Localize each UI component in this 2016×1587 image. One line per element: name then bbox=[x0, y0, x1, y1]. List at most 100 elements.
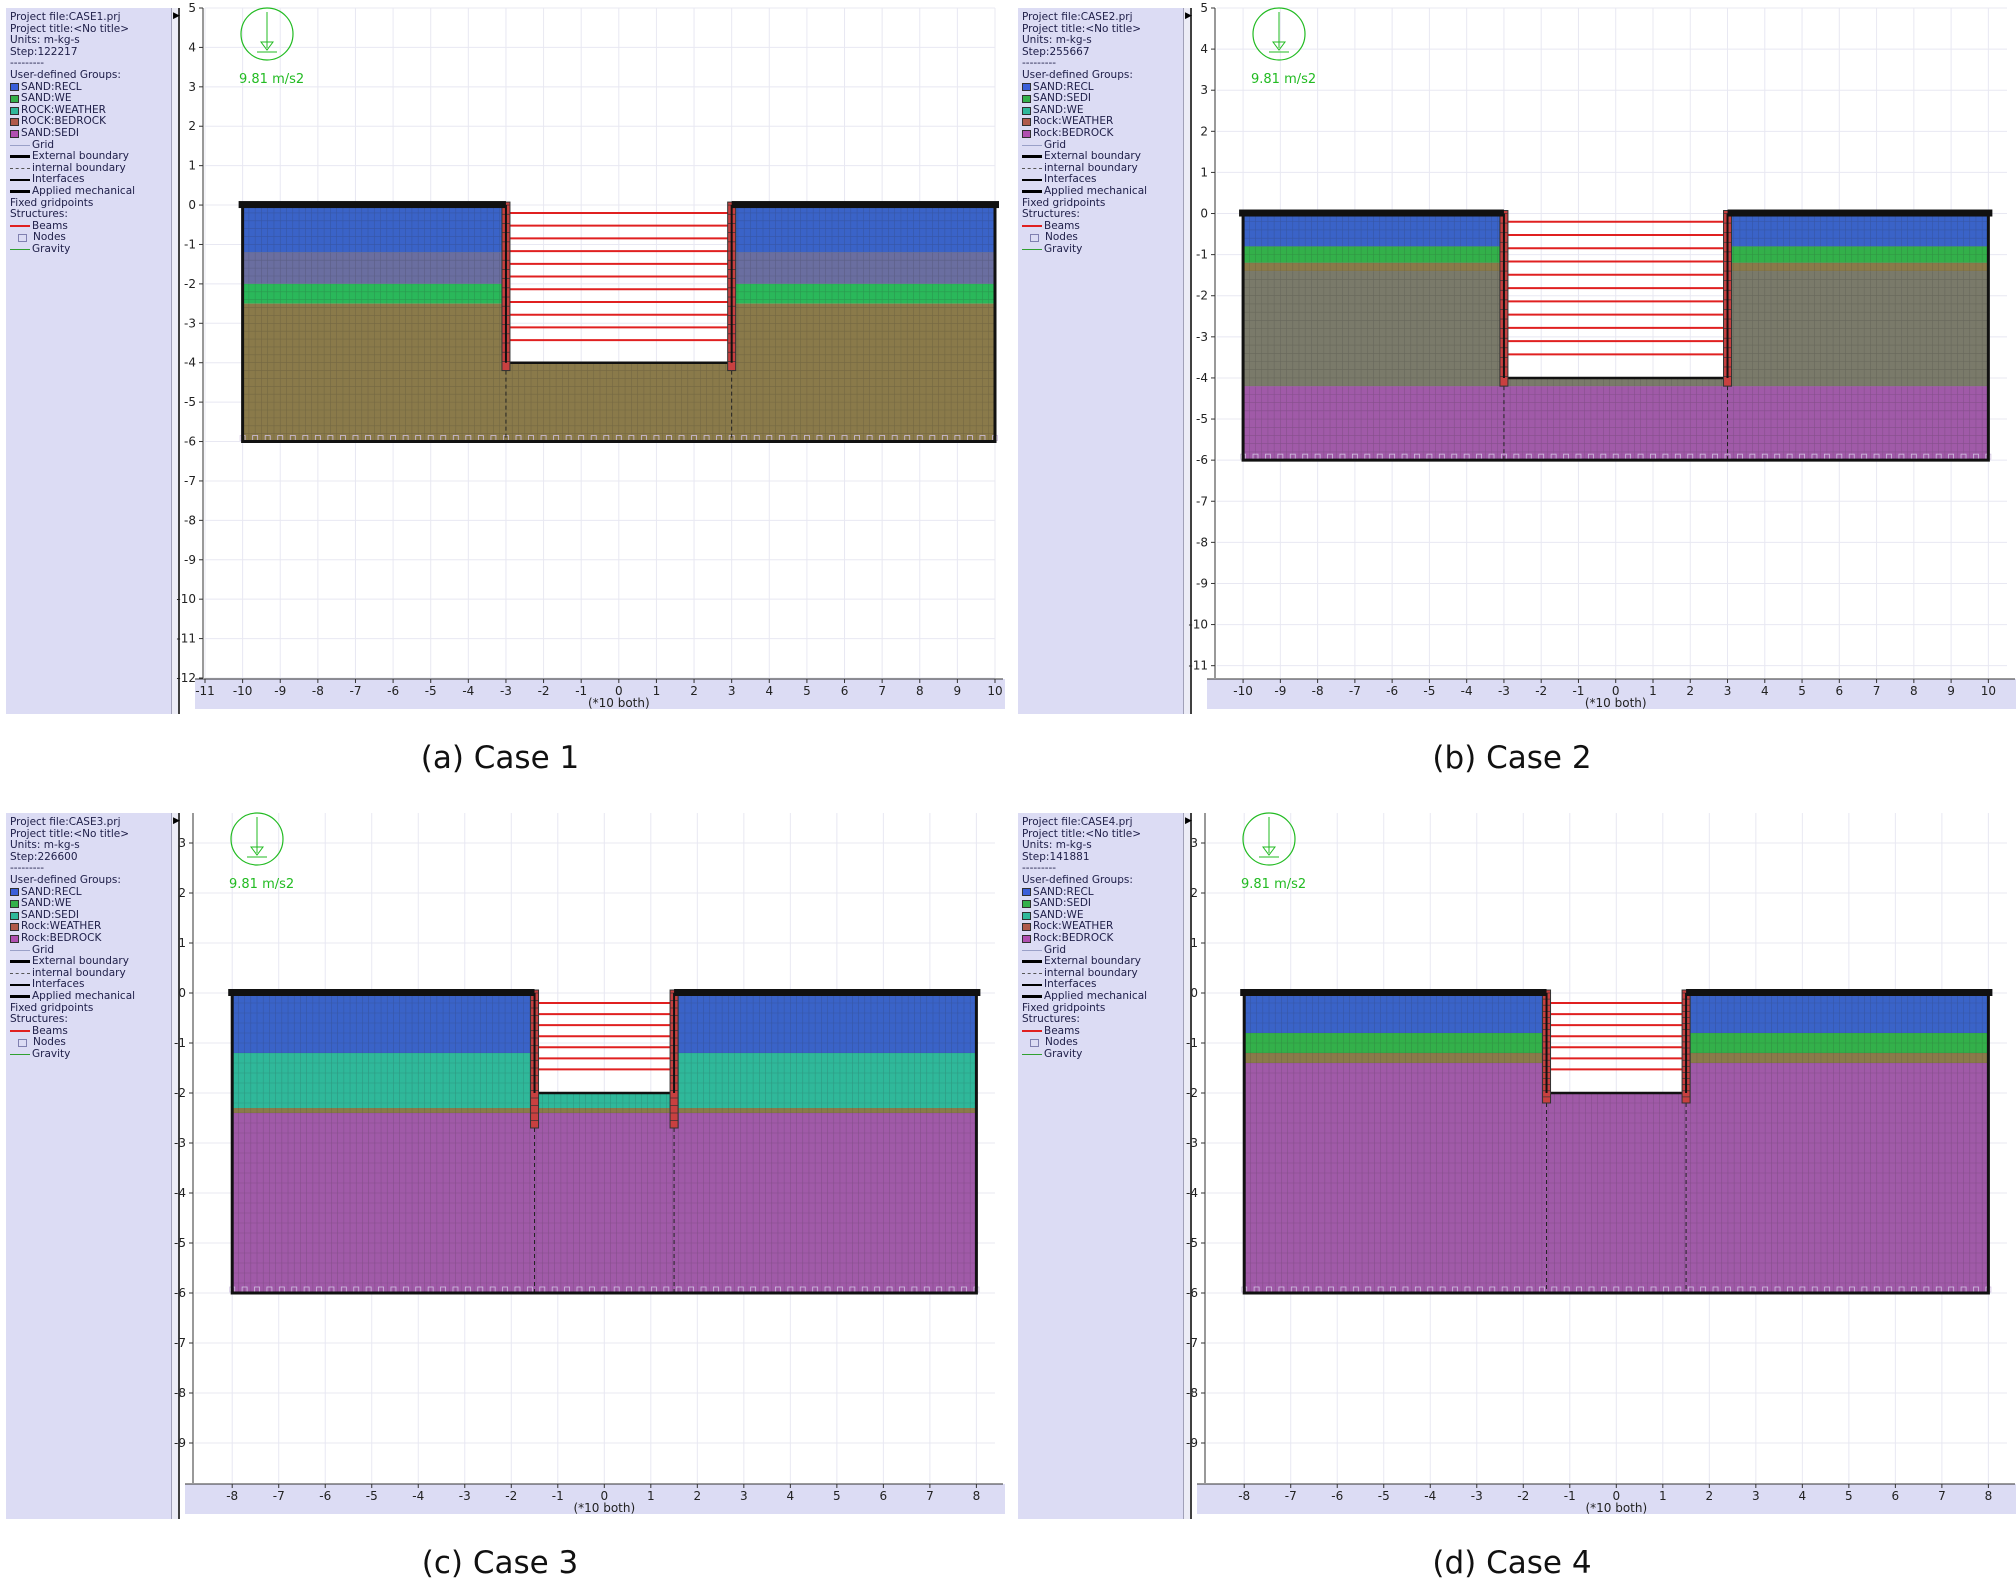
legend-item: Gravity bbox=[1022, 242, 1179, 256]
soil-layer bbox=[1243, 271, 1504, 387]
y-tick-label: -6 bbox=[1186, 1286, 1198, 1300]
legend-line-symbol bbox=[1022, 949, 1042, 951]
groups-heading: User-defined Groups: bbox=[10, 68, 121, 81]
ground-surface bbox=[1727, 209, 1993, 217]
legend-group-label: SAND:WE bbox=[1033, 103, 1084, 116]
legend-item-label: Interfaces bbox=[32, 978, 85, 991]
legend-line-symbol bbox=[1022, 249, 1042, 251]
legend-line-symbol bbox=[1022, 168, 1042, 170]
legend-swatch bbox=[10, 923, 19, 932]
x-tick-label: -4 bbox=[462, 684, 474, 698]
legend-line-symbol bbox=[10, 995, 30, 999]
splitter-arrow-icon[interactable]: ▶ bbox=[1185, 11, 1192, 21]
legend-group-label: Rock:BEDROCK bbox=[1033, 931, 1114, 944]
legend-group-label: Rock:WEATHER bbox=[21, 920, 102, 933]
legend-line-symbol bbox=[10, 949, 30, 951]
legend-node-symbol bbox=[1030, 234, 1039, 243]
splitter-arrow-icon[interactable]: ▶ bbox=[173, 11, 180, 21]
y-tick-label: -4 bbox=[1196, 371, 1208, 385]
legend-group-item: SAND:SEDI bbox=[10, 127, 167, 140]
x-tick-label: 8 bbox=[1985, 1489, 1993, 1503]
panel-case-1: Project file:CASE1.prj Project title:<No … bbox=[0, 0, 1005, 714]
y-tick-label: -1 bbox=[174, 1036, 186, 1050]
legend-line-symbol bbox=[1022, 1030, 1042, 1033]
gravity-icon bbox=[1242, 812, 1296, 866]
soil-layer bbox=[1686, 1063, 1989, 1293]
x-tick-label: -8 bbox=[1312, 684, 1324, 698]
x-tick-label: -5 bbox=[425, 684, 437, 698]
panel-splitter[interactable]: ▶ bbox=[1184, 813, 1192, 1519]
legend-item-label: Gravity bbox=[1044, 242, 1083, 255]
legend-line-symbol bbox=[10, 973, 30, 975]
x-tick-label: 6 bbox=[1835, 684, 1843, 698]
legend-item: Structures: bbox=[10, 208, 167, 221]
legend-line-symbol bbox=[10, 984, 30, 987]
legend-group-label: Rock:WEATHER bbox=[1033, 920, 1114, 933]
legend-group-item: SAND:RECL bbox=[1022, 81, 1179, 94]
legend-item: Grid bbox=[10, 139, 167, 152]
panel-splitter[interactable]: ▶ bbox=[172, 8, 180, 714]
y-tick-label: 3 bbox=[1190, 836, 1198, 850]
legend-item: Beams bbox=[10, 220, 167, 233]
y-tick-label: -8 bbox=[1196, 535, 1208, 549]
x-tick-label: 3 bbox=[1752, 1489, 1760, 1503]
y-tick-label: -1 bbox=[1186, 1036, 1198, 1050]
ground-surface bbox=[1239, 209, 1504, 217]
legend-line-symbol bbox=[10, 168, 30, 170]
x-axis-band bbox=[185, 1484, 1005, 1514]
x-tick-label: 4 bbox=[1799, 1489, 1807, 1503]
legend-item-label: External boundary bbox=[32, 955, 129, 968]
soil-layer bbox=[242, 303, 506, 442]
splitter-arrow-icon[interactable]: ▶ bbox=[1185, 816, 1192, 826]
axis-scale-note: (*10 both) bbox=[1585, 696, 1647, 710]
y-tick-label: 0 bbox=[178, 986, 186, 1000]
step-label: Step:226600 bbox=[10, 850, 78, 863]
legend-item: Nodes bbox=[10, 232, 167, 244]
y-tick-label: -4 bbox=[174, 1186, 186, 1200]
units-label: Units: m-kg-s bbox=[10, 34, 80, 47]
x-tick-label: 0 bbox=[615, 684, 623, 698]
legend-item-label: Grid bbox=[1044, 138, 1067, 151]
legend-group-item: SAND:RECL bbox=[1022, 886, 1179, 899]
y-tick-label: -3 bbox=[174, 1136, 186, 1150]
legend-swatch bbox=[10, 911, 19, 920]
soil-layers bbox=[232, 993, 977, 1293]
panel-splitter[interactable]: ▶ bbox=[172, 813, 180, 1519]
legend-item-label: Beams bbox=[1044, 1024, 1080, 1037]
legend-group-item: SAND:WE bbox=[10, 93, 167, 105]
legend-line-symbol bbox=[1022, 190, 1042, 194]
gravity-label: 9.81 m/s2 bbox=[229, 877, 294, 892]
legend-group-item: SAND:RECL bbox=[10, 886, 167, 899]
y-tick-label: 2 bbox=[1190, 886, 1198, 900]
units-label: Units: m-kg-s bbox=[1022, 839, 1092, 852]
soil-layer bbox=[232, 1113, 977, 1293]
caption-case-2: (b) Case 2 bbox=[1432, 740, 1592, 776]
x-tick-label: -3 bbox=[500, 684, 512, 698]
x-tick-label: 3 bbox=[728, 684, 736, 698]
external-boundary bbox=[230, 993, 978, 1295]
y-tick-label: 3 bbox=[188, 80, 196, 94]
x-tick-label: -5 bbox=[366, 1489, 378, 1503]
caption-case-4: (d) Case 4 bbox=[1432, 1545, 1592, 1581]
legend-item: Interfaces bbox=[10, 174, 167, 186]
legend-item-label: Gravity bbox=[32, 242, 71, 255]
x-tick-label: 0 bbox=[1612, 684, 1620, 698]
splitter-arrow-icon[interactable]: ▶ bbox=[173, 816, 180, 826]
x-tick-label: 6 bbox=[880, 1489, 888, 1503]
axis-scale-note: (*10 both) bbox=[573, 1501, 635, 1515]
y-tick-label: -11 bbox=[1188, 659, 1208, 673]
legend-swatch bbox=[10, 94, 19, 103]
legend-swatch bbox=[10, 934, 19, 943]
x-tick-label: 2 bbox=[1686, 684, 1694, 698]
legend-swatch bbox=[1022, 911, 1031, 920]
panel-splitter[interactable]: ▶ bbox=[1184, 8, 1192, 714]
legend-item: External boundary bbox=[10, 151, 167, 163]
x-tick-label: 4 bbox=[787, 1489, 795, 1503]
struts bbox=[505, 211, 732, 342]
ground-surface bbox=[1240, 989, 1547, 996]
x-tick-label: -2 bbox=[505, 1489, 517, 1503]
y-tick-label: -5 bbox=[1186, 1236, 1198, 1250]
legend-item: External boundary bbox=[1022, 956, 1179, 968]
soil-layer bbox=[1243, 213, 1504, 247]
x-tick-label: 9 bbox=[1947, 684, 1955, 698]
